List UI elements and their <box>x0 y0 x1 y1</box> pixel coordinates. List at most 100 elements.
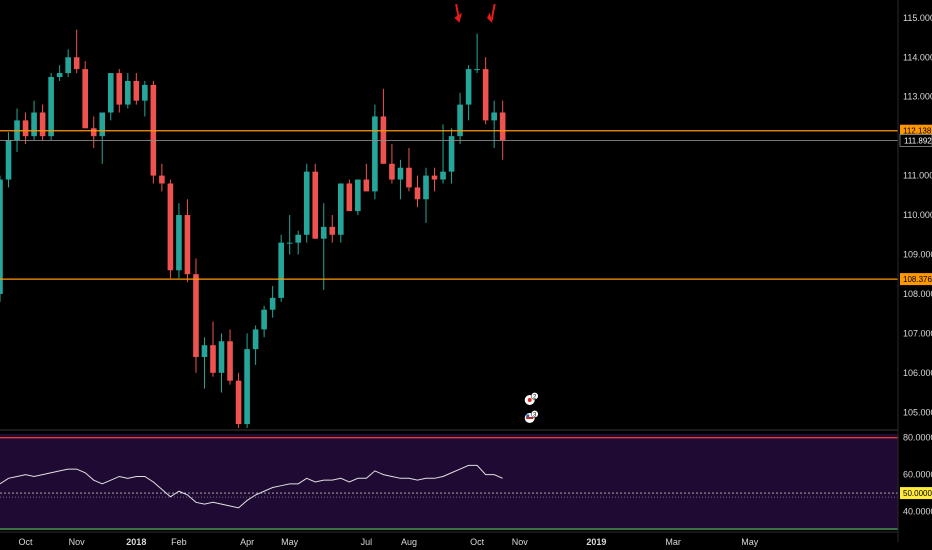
candle-body <box>431 175 438 180</box>
candle-body <box>286 242 293 244</box>
candle-body <box>56 73 63 77</box>
rsi-tick-label: 60.0000 <box>903 470 932 480</box>
candle-body <box>389 163 395 180</box>
level-price-tag <box>900 273 932 286</box>
time-axis-label: Jul <box>361 537 373 547</box>
candle-body <box>82 69 88 129</box>
time-axis-label: May <box>281 537 299 547</box>
candle-body <box>474 69 480 71</box>
candle-body <box>372 116 378 192</box>
candle-body <box>448 136 455 172</box>
rsi-mid-tag-label: 50.0000 <box>903 489 932 498</box>
usa-flag-stripe <box>526 417 534 419</box>
candle-body <box>201 345 208 358</box>
event-count-label: 2 <box>533 394 537 400</box>
candle-body <box>329 226 336 235</box>
candle-body <box>312 171 319 239</box>
usa-flag-canton <box>526 414 530 417</box>
candle-body <box>116 73 123 105</box>
candle-body <box>278 242 284 298</box>
level-price-tag-label: 108.376 <box>903 275 932 284</box>
price-tick-label: 105.000 <box>903 407 932 417</box>
event-count-badge <box>530 392 539 400</box>
level-price-tag-label: 112.138 <box>903 127 932 136</box>
candle-body <box>193 274 199 358</box>
candle-body <box>90 128 97 137</box>
rsi-tick-label: 40.0000 <box>903 507 932 517</box>
price-tick-label: 107.000 <box>903 328 932 338</box>
time-axis-label: Feb <box>171 537 187 547</box>
candle-body <box>73 57 80 70</box>
candle-body <box>218 341 225 373</box>
red-arrow-icon <box>490 3 496 21</box>
candle-body <box>269 297 276 310</box>
rsi-panel-background <box>0 434 898 530</box>
price-tick-label: 109.000 <box>903 249 932 259</box>
candle-body <box>133 80 140 101</box>
red-arrow-head-icon <box>454 12 462 23</box>
candle-body <box>465 69 472 105</box>
price-tick-label: 114.000 <box>903 52 932 62</box>
candle-body <box>499 112 506 141</box>
candle-body <box>31 112 37 137</box>
candle-body <box>39 112 46 137</box>
candle-body <box>184 215 191 275</box>
candle-body <box>355 179 361 212</box>
candle-body <box>244 349 250 425</box>
candle-body <box>176 215 182 271</box>
candle-body <box>125 80 131 105</box>
candle-body <box>261 309 267 330</box>
rsi-line <box>0 464 503 509</box>
candle-body <box>210 345 216 373</box>
candle-body <box>295 234 301 243</box>
level-price-tag <box>900 124 932 137</box>
candle-body <box>227 341 233 381</box>
candle-body <box>397 167 404 180</box>
price-tick-label: 115.000 <box>903 13 932 23</box>
time-axis-label: 2019 <box>586 537 606 547</box>
candle-body <box>22 120 29 137</box>
time-axis-label: Aug <box>401 537 417 547</box>
red-arrow-head-icon <box>487 12 493 24</box>
candle-body <box>346 183 353 212</box>
candle-body <box>5 140 12 180</box>
price-tick-label: 110.000 <box>903 210 932 220</box>
candle-body <box>65 57 71 74</box>
candle-body <box>338 183 344 235</box>
time-axis-label: Mar <box>665 537 681 547</box>
last-price-tag-label: 111.892 <box>904 136 932 145</box>
rsi-mid-tag <box>900 487 932 500</box>
candle-body <box>414 187 421 200</box>
price-tick-label: 108.000 <box>903 289 932 299</box>
candle-body <box>48 76 54 137</box>
candle-body <box>423 175 429 200</box>
time-axis-label: Apr <box>240 537 254 547</box>
candle-body <box>252 329 259 350</box>
time-axis-label: Oct <box>19 537 34 547</box>
candle-body <box>0 179 3 294</box>
candle-body <box>107 73 114 113</box>
candle-body <box>235 380 242 425</box>
time-axis-label: Nov <box>512 537 529 547</box>
candle-body <box>142 84 148 101</box>
price-tick-label: 111.000 <box>903 171 932 181</box>
candle-body <box>303 171 310 235</box>
candle-body <box>406 167 412 188</box>
event-count-badge <box>530 410 539 418</box>
candle-body <box>320 226 327 239</box>
candle-body <box>159 175 165 184</box>
time-axis-label: Nov <box>69 537 86 547</box>
time-axis-label: 2018 <box>126 537 146 547</box>
last-price-tag <box>899 134 932 147</box>
event-count-label: 3 <box>533 412 537 418</box>
price-tick-label: 106.000 <box>903 368 932 378</box>
price-tick-label: 113.000 <box>903 92 932 102</box>
candle-body <box>482 69 489 121</box>
candle-body <box>363 179 370 192</box>
candle-body <box>440 171 446 180</box>
japan-flag-dot <box>527 398 532 402</box>
time-axis-label: May <box>741 537 759 547</box>
candle-body <box>491 112 497 121</box>
candle-body <box>99 112 106 137</box>
